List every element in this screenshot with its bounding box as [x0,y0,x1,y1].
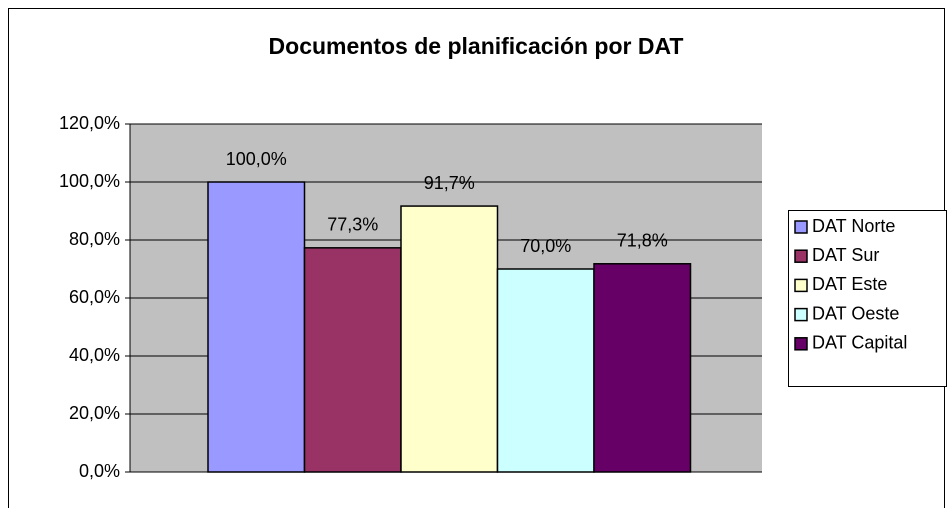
legend-swatch [794,249,808,263]
bar [496,268,595,473]
legend-label: DAT Oeste [812,303,899,323]
legend-box [788,210,947,387]
data-label: 91,7% [424,173,475,193]
legend-swatch [794,220,808,234]
legend-swatch [794,337,808,351]
data-label: 100,0% [226,149,287,169]
y-tick-label: 0,0% [79,461,120,481]
bar [400,205,499,473]
y-tick-label: 120,0% [59,113,120,133]
bar [593,263,692,473]
legend-label: DAT Sur [812,245,879,265]
y-tick-label: 100,0% [59,171,120,191]
chart-title: Documentos de planificación por DAT [269,33,684,59]
data-label: 71,8% [617,231,668,251]
legend-label: DAT Este [812,274,887,294]
bar [207,181,306,473]
data-label: 77,3% [327,215,378,235]
bar [303,247,402,473]
y-tick-label: 40,0% [69,345,120,365]
legend-swatch [794,278,808,293]
legend-swatch [794,307,808,322]
legend-label: DAT Capital [812,333,907,353]
legend-label: DAT Norte [812,216,895,236]
data-label: 70,0% [520,236,571,256]
y-tick-label: 20,0% [69,403,120,423]
y-tick-label: 80,0% [69,229,120,249]
y-tick-label: 60,0% [69,287,120,307]
